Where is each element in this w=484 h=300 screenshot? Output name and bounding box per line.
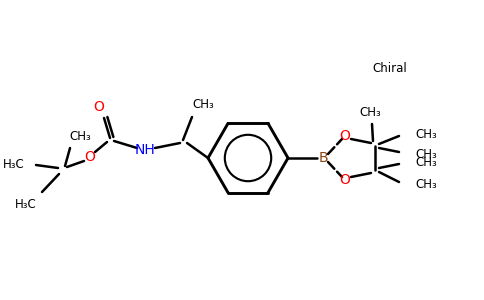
Text: CH₃: CH₃ [415,178,437,190]
Text: O: O [93,100,105,114]
Text: CH₃: CH₃ [192,98,214,110]
Text: O: O [85,150,95,164]
Text: NH: NH [135,143,155,157]
Text: H₃C: H₃C [15,197,37,211]
Text: O: O [340,129,350,143]
Text: CH₃: CH₃ [415,148,437,160]
Text: CH₃: CH₃ [359,106,381,119]
Text: H₃C: H₃C [3,158,25,170]
Text: O: O [340,173,350,187]
Text: B: B [318,151,328,165]
Text: CH₃: CH₃ [415,155,437,169]
Text: CH₃: CH₃ [415,128,437,140]
Text: Chiral: Chiral [373,61,408,74]
Text: CH₃: CH₃ [69,130,91,142]
